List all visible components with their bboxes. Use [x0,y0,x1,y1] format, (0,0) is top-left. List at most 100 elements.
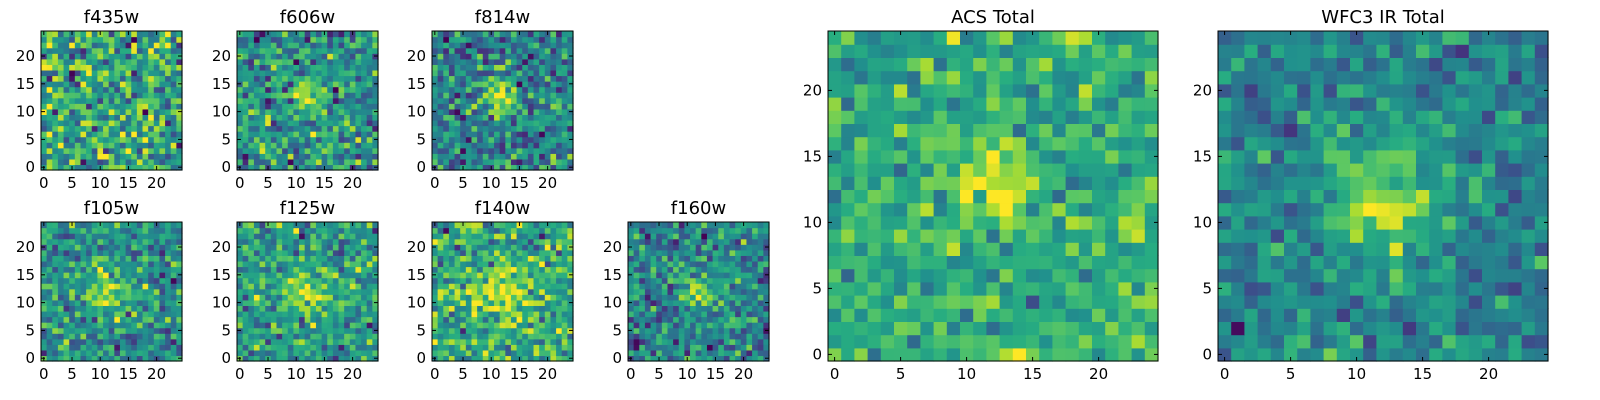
heatmap-cell [550,136,557,143]
heatmap-cell [366,158,373,166]
heatmap-cell [567,75,574,82]
heatmap-cell [299,327,306,334]
heatmap-cell [270,53,278,60]
heatmap-cell [103,92,110,99]
heatmap-cell [718,310,725,318]
heatmap-cell [46,244,53,251]
heatmap-cell [746,294,753,301]
heatmap-cell [920,229,935,243]
x-tick-label: 15 [706,365,725,383]
heatmap-cell [854,202,869,217]
heatmap-cell [661,310,669,318]
heatmap-cell [176,260,183,268]
heatmap-cell [344,108,351,115]
heatmap-cell [304,164,311,171]
heatmap-cell [678,349,685,357]
heatmap-cell [148,305,155,312]
heatmap-cell [673,288,680,295]
heatmap-cell [80,153,87,160]
heatmap-cell [242,92,249,99]
heatmap-cell [366,322,373,329]
heatmap-cell [1065,321,1080,336]
heatmap-cell [701,283,708,290]
heatmap-cell [437,249,444,256]
heatmap-cell [460,75,467,82]
heatmap-cell [74,333,82,340]
heatmap-cell [80,249,87,256]
heatmap-cell [460,238,467,245]
heatmap-cell [355,31,362,38]
heatmap-cell [448,316,456,323]
heatmap-cell [248,136,255,143]
heatmap-cell [315,114,323,121]
heatmap-cell [355,47,362,54]
heatmap-cell [482,244,489,251]
heatmap-cell [361,53,368,60]
heatmap-cell [108,238,115,245]
heatmap-cell [332,322,340,329]
heatmap-cell [867,202,882,217]
heatmap-cell [723,288,731,295]
heatmap-cell [973,347,987,362]
heatmap-cell [488,244,495,251]
heatmap-cell [499,316,506,323]
heatmap-cell [471,344,478,351]
heatmap-cell [253,97,261,104]
heatmap-cell [148,294,155,301]
heatmap-cell [131,119,138,127]
heatmap-cell [757,233,764,240]
heatmap-cell [432,316,439,323]
heatmap-cell [527,227,535,234]
heatmap-cell [678,327,685,334]
heatmap-cell [131,349,138,357]
heatmap-cell [170,266,177,273]
heatmap-cell [52,294,59,301]
heatmap-cell [1131,281,1146,296]
heatmap-cell [544,338,552,345]
heatmap-cell [740,277,748,284]
heatmap-cell [510,255,518,262]
heatmap-cell [237,97,244,104]
heatmap-cell [933,295,948,309]
heatmap-cell [46,108,53,115]
heatmap-cell [437,277,444,284]
heatmap-cell [556,266,563,273]
heatmap-cell [114,338,121,345]
heatmap-cell [52,53,59,60]
heatmap-cell [999,149,1014,164]
heatmap-cell [556,125,563,132]
heatmap-cell [108,310,115,318]
heatmap-cell [539,31,546,38]
heatmap-cell [310,266,317,273]
heatmap-cell [661,349,669,357]
heatmap-cell [443,69,450,77]
heatmap-cell [332,272,340,279]
heatmap-cell [282,119,289,127]
heatmap-cell [119,47,127,54]
heatmap-cell [310,316,317,323]
heatmap-cell [867,321,882,336]
heatmap-cell [349,97,357,104]
heatmap-cell [114,31,121,38]
heatmap-cell [69,58,76,65]
heatmap-cell [103,305,110,312]
heatmap-cell [270,238,278,245]
heatmap-cell [494,327,501,334]
heatmap-cell [57,97,65,104]
heatmap-cell [695,349,702,357]
y-tick-label: 0 [416,349,426,367]
heatmap-cell [465,294,473,301]
heatmap-cell [237,266,244,273]
heatmap-cell [465,42,473,49]
heatmap-cell [539,338,546,345]
heatmap-cell [1118,189,1133,204]
heatmap-cell [265,299,272,306]
heatmap-cell [142,349,149,357]
heatmap-cell [533,119,540,127]
heatmap-cell [125,277,132,284]
heatmap-cell [270,108,278,115]
heatmap-cell [108,272,115,279]
heatmap-cell [488,142,495,149]
heatmap-cell [114,164,121,171]
heatmap-cell [52,31,59,38]
